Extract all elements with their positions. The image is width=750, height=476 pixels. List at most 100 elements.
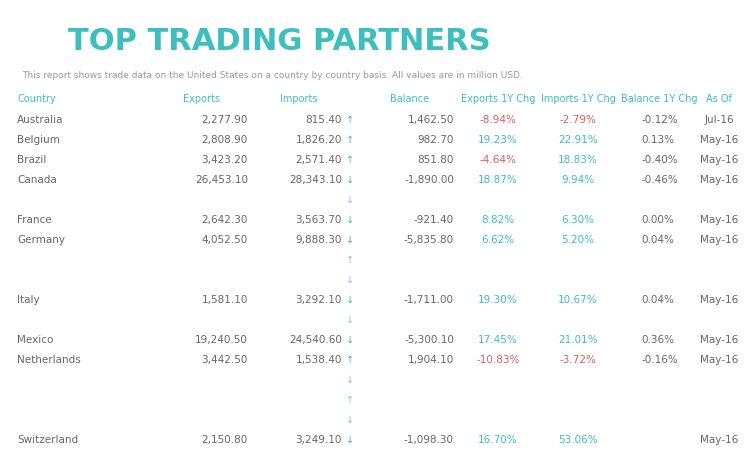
Text: May-16: May-16 [700,395,738,405]
Text: ↑: ↑ [346,255,354,265]
Text: 3,292.10: 3,292.10 [296,295,342,305]
Text: 5,669.90: 5,669.90 [296,415,342,425]
Text: -0.07%: -0.07% [641,315,678,325]
Text: 8,786.50: 8,786.50 [202,195,248,205]
Text: ↓: ↓ [346,175,354,185]
Text: 0.55%: 0.55% [641,375,674,385]
Text: 1,935.80: 1,935.80 [202,275,248,285]
Text: Netherlands: Netherlands [17,355,81,365]
Text: May-16: May-16 [700,315,738,325]
Text: -5,300.10: -5,300.10 [404,335,454,345]
Text: May-16: May-16 [700,155,738,165]
Text: 4,052.50: 4,052.50 [202,235,248,245]
Text: Jul-16: Jul-16 [704,115,734,125]
Text: May-16: May-16 [700,355,738,365]
Text: 19,240.50: 19,240.50 [195,335,248,345]
Text: 11,190.40: 11,190.40 [290,315,342,325]
Text: -0.46%: -0.46% [641,175,678,185]
Text: 815.40: 815.40 [306,115,342,125]
Text: -5,405.20: -5,405.20 [404,315,454,325]
Text: Japan: Japan [17,315,46,325]
Text: 0.04%: 0.04% [641,295,674,305]
Text: -2,458.40: -2,458.40 [404,415,454,425]
Text: Italy: Italy [17,295,40,305]
Text: 19.30%: 19.30% [478,295,518,305]
Text: 1,826.20: 1,826.20 [296,135,342,145]
Text: 3.20%: 3.20% [604,275,635,285]
Text: Exports: Exports [182,94,220,104]
Text: May-16: May-16 [700,335,738,345]
Text: This report shows trade data on the United States on a country by country basis.: This report shows trade data on the Unit… [22,71,523,80]
Text: May-16: May-16 [700,175,738,185]
Text: May-16: May-16 [700,255,738,265]
Text: 851.80: 851.80 [418,155,454,165]
Text: Brazil: Brazil [17,155,46,165]
Text: 0.13%: 0.13% [641,135,674,145]
Text: 16.70%: 16.70% [478,435,518,445]
Text: -10.83%: -10.83% [476,355,520,365]
Text: 982.70: 982.70 [418,135,454,145]
Text: -7.00%: -7.00% [480,415,516,425]
Text: -8.94%: -8.94% [479,115,517,125]
Text: ↑: ↑ [346,395,354,405]
Text: 1,581.10: 1,581.10 [202,295,248,305]
Text: Balance 1Y Chg: Balance 1Y Chg [621,94,698,104]
Text: ↓: ↓ [346,335,354,345]
Text: 5.18%: 5.18% [562,195,595,205]
Text: -4.64%: -4.64% [479,155,517,165]
Text: 1,787.60: 1,787.60 [202,375,248,385]
Text: 19.23%: 19.23% [478,135,518,145]
Text: -23.27%: -23.27% [476,255,520,265]
Text: 1,538.40: 1,538.40 [296,355,342,365]
Text: -3.72%: -3.72% [560,355,596,365]
Text: -14.78%: -14.78% [476,195,520,205]
Text: -0.04%: -0.04% [641,395,678,405]
Text: 2.93%: 2.93% [606,435,637,445]
Text: 3,563.70: 3,563.70 [296,215,342,225]
Text: 2,150.80: 2,150.80 [202,435,248,445]
Text: 2,642.30: 2,642.30 [202,215,248,225]
Text: ↑: ↑ [346,155,354,165]
Text: -0.12%: -0.12% [641,115,678,125]
Text: Switzerland: Switzerland [17,435,78,445]
Text: India: India [17,275,43,285]
Text: ↓: ↓ [346,215,354,225]
Text: Singapore: Singapore [17,395,70,405]
Text: -0.05%: -0.05% [560,395,596,405]
Text: ↓: ↓ [346,275,354,285]
Text: 1.15%: 1.15% [641,415,674,425]
Text: 6.62%: 6.62% [482,235,514,245]
Text: Belgium: Belgium [17,135,60,145]
Text: 22.76%: 22.76% [558,375,598,385]
Text: -0.26%: -0.26% [641,255,678,265]
Text: -6.78%: -6.78% [479,375,517,385]
Text: 51.52%: 51.52% [558,275,598,285]
Text: May-16: May-16 [700,275,738,285]
Text: Balance: Balance [391,94,430,104]
Text: ↓: ↓ [346,415,354,425]
Text: China: China [17,195,47,205]
Text: 9,888.30: 9,888.30 [296,235,342,245]
Text: May-16: May-16 [700,135,738,145]
Text: TOP TRADING PARTNERS: TOP TRADING PARTNERS [68,28,491,57]
Text: -1,711.00: -1,711.00 [404,295,454,305]
Text: 1,211.50: 1,211.50 [407,395,454,405]
Text: ↓: ↓ [346,435,354,445]
Text: Hong Kong: Hong Kong [17,255,74,265]
Text: Canada: Canada [17,175,57,185]
Text: May-16: May-16 [700,235,738,245]
Text: ↑: ↑ [346,115,354,125]
Text: Germany: Germany [17,235,65,245]
Text: May-16: May-16 [700,375,738,385]
Text: France: France [17,215,52,225]
Text: 8.82%: 8.82% [482,215,514,225]
Text: Imports 1Y Chg: Imports 1Y Chg [541,94,616,104]
Text: 23.36%: 23.36% [558,415,598,425]
Text: May-16: May-16 [700,435,738,445]
Text: -2,705.40: -2,705.40 [404,375,454,385]
Text: Saudi Arabia: Saudi Arabia [17,375,83,385]
Text: May-16: May-16 [700,415,738,425]
Text: 2,277.90: 2,277.90 [202,115,248,125]
Text: South Korea: South Korea [17,415,80,425]
Text: -0.40%: -0.40% [641,155,678,165]
